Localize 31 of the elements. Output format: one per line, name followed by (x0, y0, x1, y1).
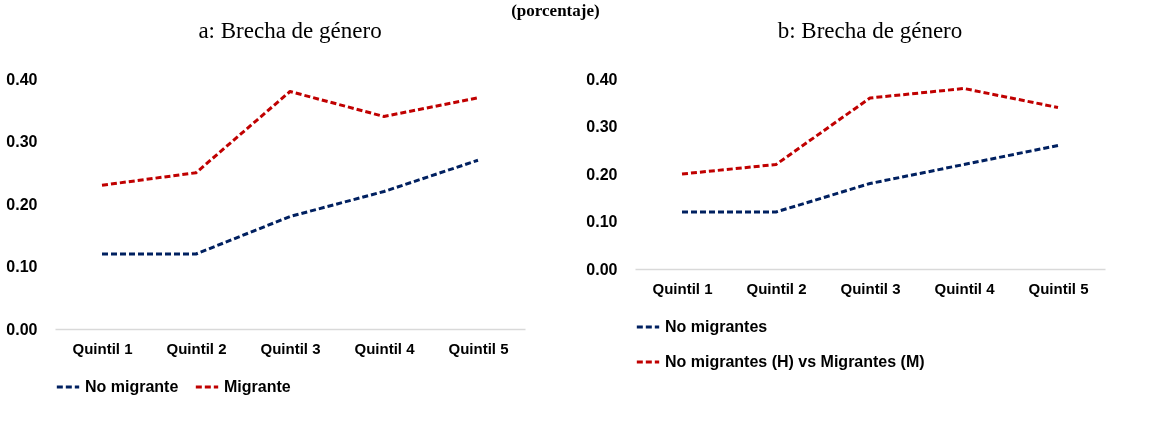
x-tick-label: Quintil 1 (652, 279, 713, 297)
line-series (100, 90, 480, 187)
text: (porcentaje) (511, 1, 600, 20)
chart-title: a: Brecha de género (198, 18, 382, 43)
y-tick-label: 0.30 (586, 118, 618, 135)
line-series (680, 87, 1060, 176)
legend-label: No migrantes (665, 318, 768, 335)
x-tick-label: Quintil 5 (1028, 279, 1089, 297)
x-tick-label: Quintil 4 (934, 279, 996, 297)
x-tick-label: Quintil 1 (72, 339, 133, 357)
legend-label: No migrantes (H) vs Migrantes (M) (665, 353, 925, 370)
legend-label: No migrante (85, 378, 179, 395)
x-tick-label: Quintil 4 (354, 339, 416, 357)
x-tick-label: Quintil 2 (746, 279, 807, 297)
x-tick-label: Quintil 5 (448, 339, 509, 357)
chart-title: b: Brecha de género (777, 18, 963, 43)
line-series (680, 144, 1060, 214)
x-tick-label: Quintil 3 (260, 339, 321, 357)
x-tick-label: Quintil 3 (840, 279, 901, 297)
legend-label: Migrante (224, 378, 291, 395)
y-tick-label: 0.10 (586, 213, 618, 230)
x-tick-label: Quintil 2 (166, 339, 227, 357)
y-tick-label: 0.40 (586, 70, 618, 88)
y-tick-label: 0.00 (586, 260, 618, 278)
y-tick-label: 0.20 (586, 165, 618, 183)
y-tick-label: 0.20 (6, 195, 38, 213)
y-tick-label: 0.40 (6, 70, 38, 88)
y-tick-label: 0.10 (6, 258, 38, 275)
y-tick-label: 0.00 (6, 320, 38, 338)
y-tick-label: 0.30 (6, 133, 38, 150)
line-series (100, 158, 480, 256)
